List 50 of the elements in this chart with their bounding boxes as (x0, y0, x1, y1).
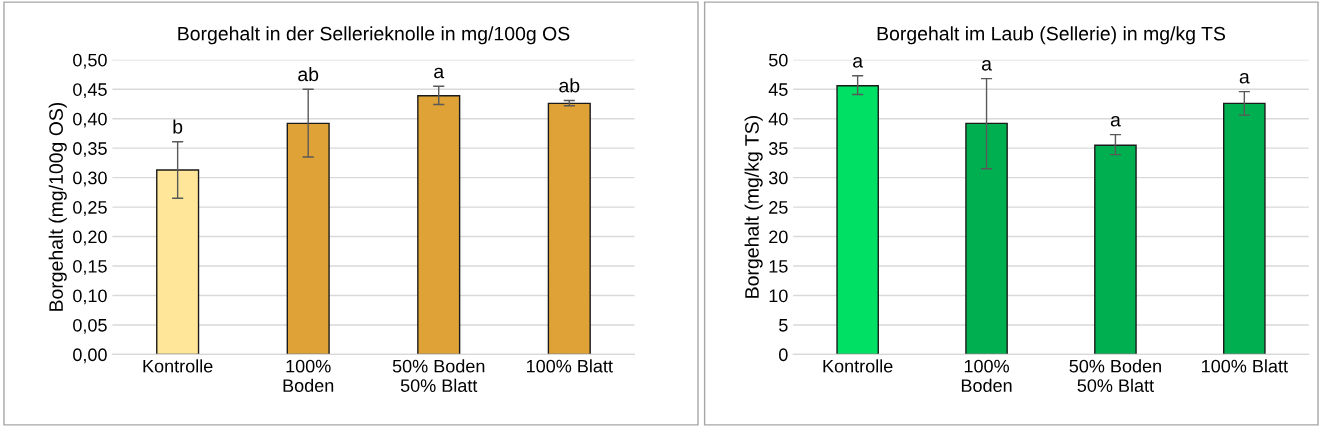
y-tick-label: 0,30 (73, 171, 107, 187)
annotation: a (1110, 115, 1121, 127)
y-tick-label: 0 (779, 348, 788, 362)
bar (417, 95, 461, 355)
y-tick-label: 40 (768, 112, 788, 126)
x-tick-label: 100% Boden (961, 359, 1012, 392)
y-tick-label: 10 (769, 289, 788, 303)
y-tick-label: 0,25 (73, 201, 107, 216)
annotation: b (173, 119, 183, 134)
bar (1094, 144, 1137, 355)
annotation: a (1239, 72, 1250, 84)
chart-title: Borgehalt in der Sellerieknolle in mg/100g OS (178, 26, 570, 45)
bar (965, 122, 1008, 355)
y-tick-label: 0,15 (73, 259, 107, 275)
annotation: ab (559, 78, 580, 93)
y-tick-label: 50 (768, 53, 788, 67)
x-tick-label: Kontrolle (823, 359, 893, 373)
x-tick-label: 50% Boden 50% Blatt (392, 359, 485, 392)
x-tick-label: Kontrolle (143, 359, 213, 373)
y-tick-label: 25 (769, 201, 788, 214)
x-tick-label: 50% Boden 50% Blatt (1069, 359, 1161, 392)
x-tick-label: 100% Blatt (1202, 359, 1288, 373)
y-tick-label: 5 (779, 319, 788, 332)
bar (836, 85, 879, 355)
y-axis-title: Borgehalt (mg/kg TS) (744, 116, 763, 298)
y-tick-label: 0,10 (73, 289, 107, 305)
y-tick-label: 30 (768, 171, 788, 185)
y-tick-label: 0,05 (73, 318, 107, 334)
bar (547, 102, 591, 355)
bar (1223, 102, 1266, 355)
x-tick-label: 100% Boden (283, 359, 334, 392)
y-tick-label: 0,40 (73, 112, 107, 128)
annotation: a (981, 59, 992, 71)
chart-title: Borgehalt im Laub (Sellerie) in mg/kg TS (877, 26, 1226, 45)
y-tick-label: 15 (769, 260, 788, 273)
annotation: a (853, 57, 864, 68)
y-tick-label: 0,20 (73, 230, 107, 246)
x-tick-label: 100% Blatt (527, 359, 613, 373)
y-axis-title: Borgehalt (mg/100g OS) (48, 102, 67, 311)
y-tick-label: 0,45 (73, 83, 107, 99)
annotation: ab (298, 66, 319, 82)
y-tick-label: 20 (769, 230, 788, 244)
bar (156, 169, 200, 355)
y-tick-label: 0,50 (73, 53, 107, 69)
y-tick-label: 0,00 (73, 348, 107, 364)
y-tick-label: 0,35 (73, 142, 107, 158)
y-tick-label: 45 (768, 83, 788, 96)
bar (286, 122, 330, 355)
y-tick-label: 35 (768, 142, 788, 155)
annotation: a (434, 67, 445, 79)
